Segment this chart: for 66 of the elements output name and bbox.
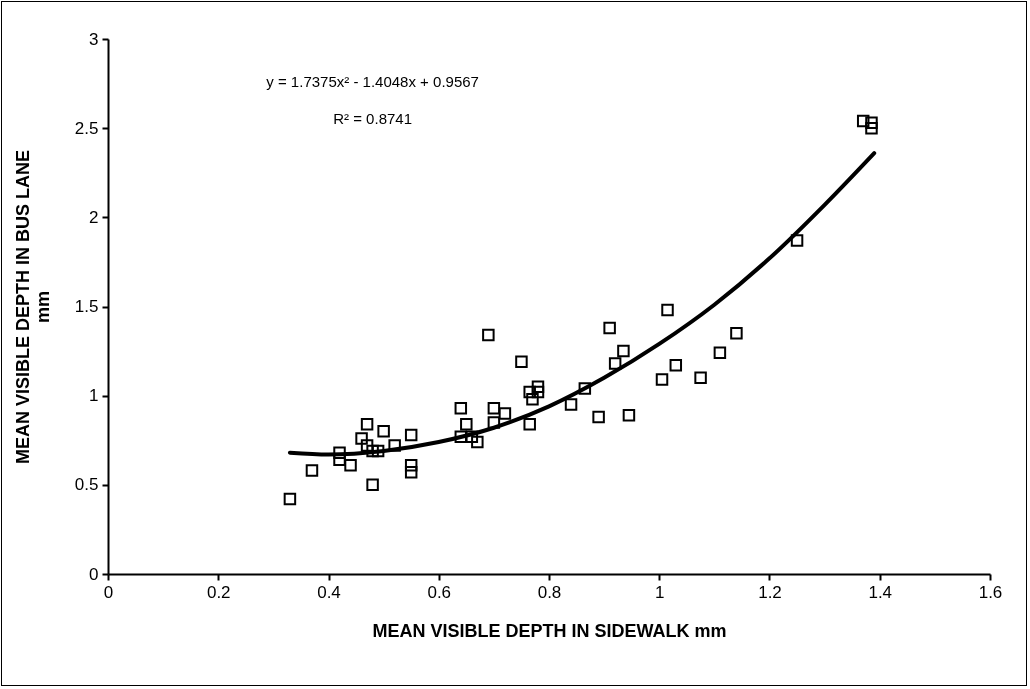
point <box>603 321 616 335</box>
point <box>404 458 418 472</box>
x-axis-title: MEAN VISIBLE DEPTH IN SIDEWALK mm <box>372 620 727 641</box>
point <box>360 417 374 431</box>
point <box>713 346 727 360</box>
x-tick-label: 0.6 <box>427 582 452 602</box>
point <box>366 478 379 492</box>
point <box>404 466 418 479</box>
annotation: y = 1.7375x² - 1.4048x + 0.9567 <box>266 72 479 90</box>
x-tick-label: 0.8 <box>537 582 562 602</box>
point <box>460 417 473 431</box>
y-tick-label: 1 <box>89 386 99 406</box>
point <box>564 398 578 411</box>
point <box>498 407 512 420</box>
x-tick-label: 0.2 <box>206 582 231 602</box>
y-tick-label: 3 <box>89 29 99 49</box>
x-tick-label: 0 <box>103 582 114 602</box>
point <box>355 432 368 445</box>
point <box>388 439 401 452</box>
point <box>617 344 630 358</box>
point <box>661 303 674 317</box>
x-tick-label: 1.2 <box>758 582 782 602</box>
point <box>404 428 418 442</box>
y-axis-title: MEAN VISIBLE DEPTH IN BUS LANE mm <box>12 149 53 465</box>
point <box>454 401 468 415</box>
point <box>526 392 539 406</box>
point <box>482 328 495 342</box>
point <box>283 492 297 506</box>
point <box>454 430 468 443</box>
point <box>487 401 501 415</box>
point <box>578 382 592 395</box>
point <box>523 417 536 431</box>
y-tick-label: 2.5 <box>74 118 99 138</box>
x-tick-label: 1.4 <box>868 582 893 602</box>
point <box>471 435 484 449</box>
point <box>531 380 545 393</box>
point <box>730 327 743 340</box>
x-tick-label: 1.6 <box>978 582 1003 602</box>
point <box>377 425 390 438</box>
point <box>608 357 622 370</box>
point <box>865 121 878 135</box>
y-tick-label: 1.5 <box>74 297 99 316</box>
point <box>669 359 683 372</box>
point <box>515 355 528 369</box>
point <box>622 409 636 422</box>
point <box>694 371 707 385</box>
point <box>592 410 605 424</box>
point <box>344 458 357 472</box>
y-tick-label: 0.5 <box>74 475 99 495</box>
point <box>366 444 379 458</box>
annotation: R² = 0.8741 <box>333 110 413 128</box>
y-tick-label: 2 <box>89 207 99 227</box>
point <box>360 439 374 452</box>
point <box>856 114 870 128</box>
point <box>371 444 385 458</box>
point <box>865 116 878 130</box>
point <box>523 385 536 399</box>
point <box>305 464 319 477</box>
x-tick-label: 0.4 <box>317 582 341 602</box>
x-tick-label: 1 <box>655 582 665 602</box>
y-tick-label: 0 <box>89 564 99 584</box>
point <box>531 385 545 399</box>
point <box>790 234 804 247</box>
point <box>333 446 346 459</box>
point <box>487 416 501 429</box>
point <box>655 373 669 386</box>
